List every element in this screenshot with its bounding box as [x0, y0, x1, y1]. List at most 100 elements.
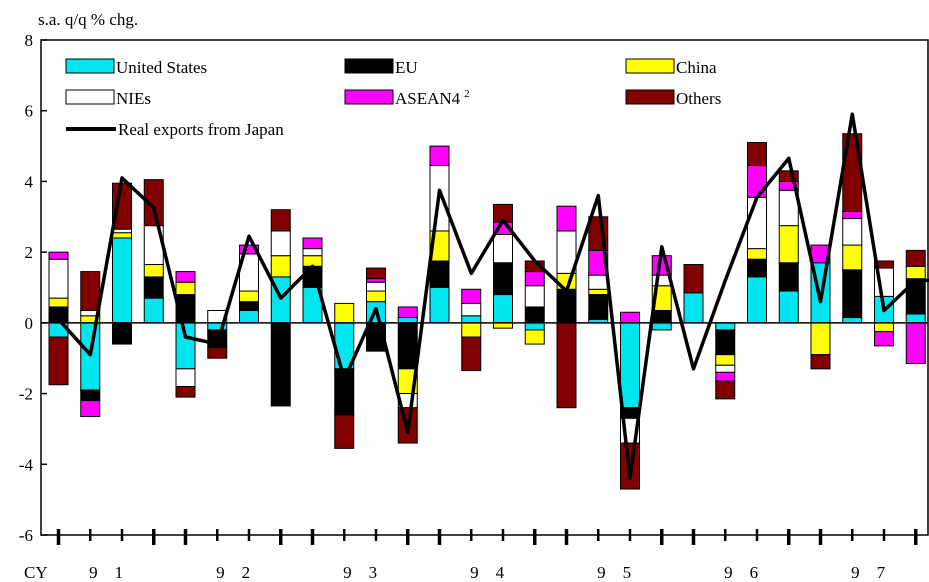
bar-segment	[747, 142, 767, 167]
bar-segment	[747, 248, 767, 260]
bar-segment	[524, 329, 545, 345]
bar-segment	[778, 290, 799, 324]
bar-segment	[810, 354, 831, 370]
bar-segment	[461, 315, 482, 324]
x-year-label: 9 7	[851, 563, 886, 582]
bar-segment	[48, 258, 69, 299]
bar-segment	[143, 179, 164, 227]
bar-segment	[842, 244, 863, 271]
bar-segment	[239, 244, 259, 255]
bar-segment	[143, 297, 164, 324]
legend-label: China	[676, 58, 717, 77]
bar-segment	[334, 302, 355, 324]
bar-segment	[48, 297, 69, 308]
bar-segment	[620, 311, 640, 324]
bar-segment	[48, 336, 69, 386]
bar-segment	[683, 264, 704, 294]
legend-swatch	[344, 58, 394, 74]
bar-segment	[842, 317, 863, 324]
bar-segment	[842, 218, 863, 246]
x-year-label: 9 1	[89, 563, 123, 582]
y-tick-label: 4	[25, 172, 34, 191]
bar-segment	[493, 233, 513, 264]
bar-segment	[397, 317, 418, 324]
bar-segment	[302, 248, 323, 257]
bar-segment	[524, 306, 545, 324]
bar-segment	[175, 281, 196, 296]
bar-segment	[143, 264, 164, 278]
bar-segment	[302, 237, 323, 250]
bar-segment	[810, 322, 831, 356]
bar-segment	[842, 210, 863, 220]
bar-segment	[366, 278, 386, 283]
x-year-label: 9 4	[470, 563, 505, 582]
x-year-label: 9 2	[216, 563, 250, 582]
unit-label: s.a. q/q % chg.	[38, 10, 138, 29]
bar-segment	[905, 278, 926, 315]
y-tick-label: 8	[25, 31, 34, 50]
y-tick-label: 0	[25, 314, 34, 333]
bar-segment	[556, 288, 577, 324]
bar-segment	[175, 386, 196, 398]
y-tick-label: -2	[19, 385, 33, 404]
legend-swatch	[65, 89, 115, 105]
bar-segment	[715, 371, 736, 382]
bar-segment	[874, 322, 894, 333]
x-year-label: 9 5	[597, 563, 631, 582]
legend-label: EU	[395, 58, 418, 77]
bar-segment	[905, 265, 926, 280]
bar-segment	[80, 400, 101, 418]
line-real-exports	[57, 112, 929, 481]
bar-segment	[905, 313, 926, 324]
bar-segment	[429, 287, 450, 324]
bar-segment	[747, 196, 767, 250]
bar-segment	[461, 288, 482, 304]
bar-segment	[366, 267, 386, 280]
bar-segment	[778, 262, 799, 292]
bar-segment	[651, 309, 672, 324]
bar-segment	[715, 364, 736, 373]
bar-segment	[112, 322, 132, 345]
y-tick-label: -4	[19, 455, 34, 474]
bar-segment	[905, 322, 926, 365]
bar-segment	[715, 354, 736, 366]
bar-segment	[397, 306, 418, 319]
legend: United States EU China NIEs ASEAN4 2 Others Rea…	[65, 58, 721, 139]
bar-segment	[620, 322, 640, 409]
bar-segment	[270, 322, 291, 407]
bar-segment	[366, 290, 386, 303]
bar-segment	[461, 336, 482, 372]
bar-segment	[778, 225, 799, 264]
legend-label: Real exports from Japan	[118, 120, 284, 139]
plot-area: -6 -4 -2 0 2 4 6 8 9 1 9 2 9 3 9 4 9 5 9 6 9 7	[19, 31, 929, 582]
bar-segment	[747, 258, 767, 278]
bar-segment	[905, 249, 926, 267]
bar-segment	[524, 271, 545, 287]
bar-segment	[524, 285, 545, 308]
bar-segment	[524, 322, 545, 331]
bar-segment	[270, 255, 291, 278]
x-year-label: 9 6	[724, 563, 758, 582]
bar-segment	[239, 309, 259, 324]
bar-segment	[715, 329, 736, 356]
bar-segment	[683, 292, 704, 324]
legend-label: ASEAN4 2	[395, 88, 470, 108]
legend-swatch	[344, 89, 394, 105]
bar-segment	[747, 276, 767, 324]
bar-segment	[239, 301, 259, 311]
bar-segment	[874, 331, 894, 347]
bar-segment	[778, 170, 799, 182]
bar-segment	[48, 251, 69, 260]
legend-label: Others	[676, 89, 721, 108]
x-year-label: 9 3	[343, 563, 377, 582]
bar-segment	[143, 276, 164, 299]
bar-segment	[651, 322, 672, 331]
plot-frame	[40, 39, 929, 536]
bar-segment	[493, 294, 513, 324]
legend-label: United States	[116, 58, 207, 77]
legend-swatch	[65, 58, 115, 74]
bar-segment	[874, 260, 894, 269]
bar-segment	[493, 322, 513, 329]
bar-segment	[334, 414, 355, 449]
